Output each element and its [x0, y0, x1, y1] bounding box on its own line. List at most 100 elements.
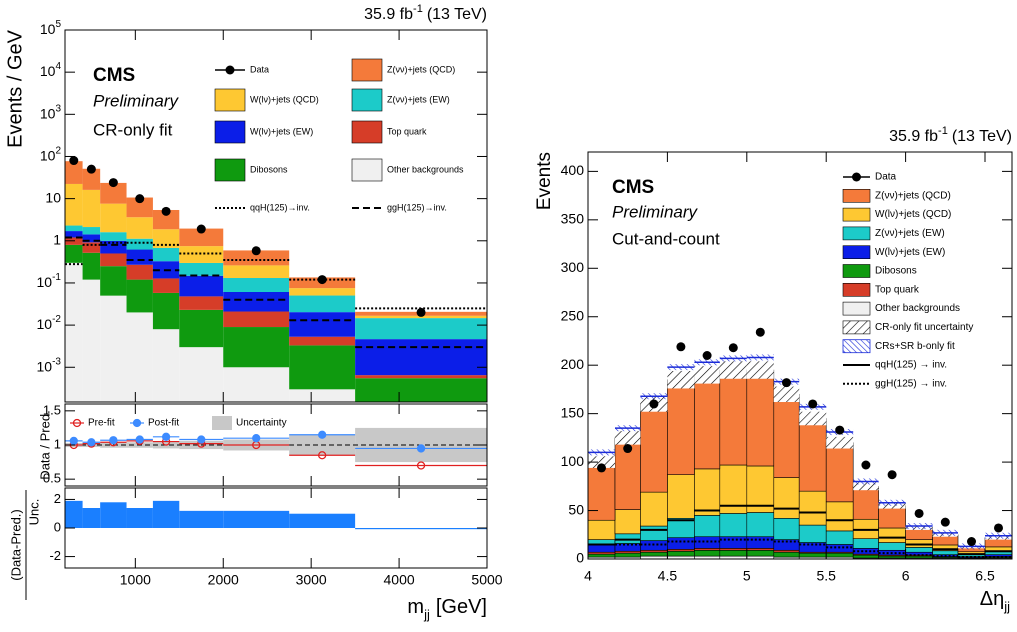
- data-point: [861, 460, 871, 470]
- pull-y-label: (Data-Pred.): [8, 509, 23, 581]
- data-point: [835, 425, 845, 435]
- y-tick-label: 0.5: [43, 471, 61, 486]
- stack-bar: [152, 329, 180, 402]
- data-point: [649, 399, 659, 409]
- legend-label: Pre-fit: [88, 418, 115, 429]
- y-tick-label: 150: [561, 404, 585, 420]
- y-tick-label: -2: [49, 548, 61, 563]
- stack-bar: [179, 228, 224, 247]
- stack-bar: [179, 296, 224, 310]
- data-point: [940, 517, 950, 527]
- stack-bar: [878, 505, 906, 529]
- y-axis-label: Events / GeV: [4, 29, 26, 147]
- legend-label: Other backgrounds: [875, 303, 960, 314]
- legend-label: W(lν)+jets (QCD): [250, 94, 319, 104]
- stack-bar: [798, 418, 827, 492]
- data-point: [196, 224, 206, 234]
- stack-bar: [587, 553, 616, 558]
- legend-swatch: [842, 207, 871, 222]
- legend-swatch: [842, 264, 871, 278]
- data-point: [86, 164, 96, 174]
- y-tick-label: 1: [53, 231, 61, 247]
- ratio-point: [135, 435, 144, 444]
- legend-label: W(lν)+jets (QCD): [875, 209, 951, 220]
- legend-marker: [72, 418, 82, 428]
- stack-bar: [152, 229, 180, 248]
- data-point: [782, 378, 792, 388]
- legend-label: Z(νν)+jets (QCD): [875, 190, 951, 201]
- y-tick-label: 400: [561, 162, 585, 178]
- stack-bar: [798, 552, 827, 558]
- data-point: [623, 444, 633, 454]
- data-point: [914, 508, 924, 518]
- pull-bar: [82, 508, 101, 528]
- preliminary-label: Preliminary: [93, 91, 180, 110]
- energy: (13 TeV): [427, 6, 487, 23]
- data-point: [161, 206, 171, 216]
- y-tick-label: 2: [54, 491, 61, 506]
- y-tick-label: 10-2: [37, 314, 62, 332]
- stack-bar: [719, 369, 748, 466]
- legend-label: Uncertainty: [236, 418, 287, 429]
- stack-bar: [82, 168, 101, 190]
- legend-label: Data: [875, 172, 897, 183]
- legend-label: CRs+SR b-only fit: [875, 341, 955, 352]
- tick-exponent: 3: [55, 103, 61, 114]
- x-label-unit: [GeV]: [436, 596, 487, 618]
- y-tick-label: 10: [45, 189, 61, 205]
- stack-bar: [289, 389, 356, 402]
- stack-bar: [152, 292, 180, 330]
- stack-bar: [667, 550, 695, 557]
- stack-bar: [126, 249, 153, 265]
- data-point: [808, 399, 818, 409]
- y-tick-label: 0: [54, 519, 61, 534]
- data-point: [755, 327, 765, 337]
- tick-exponent: 5: [55, 19, 61, 30]
- stack-bar: [825, 552, 854, 558]
- tick-base: 10: [37, 358, 53, 374]
- y-tick-label: 1.5: [43, 402, 61, 417]
- legend-swatch: [842, 226, 871, 241]
- legend-swatch: [842, 282, 871, 297]
- x-label-main: m: [407, 596, 424, 618]
- ratio-point: [416, 444, 426, 453]
- legend-swatch: [842, 301, 871, 316]
- stack-bar: [126, 264, 153, 280]
- tick-base: 10: [40, 63, 56, 79]
- stack-bar: [100, 266, 127, 296]
- stack-bar: [798, 490, 827, 526]
- stack-bar: [126, 312, 153, 402]
- stack-bar: [223, 311, 290, 328]
- x-tick-label: 6: [902, 568, 910, 584]
- uncertainty-band: [746, 361, 774, 379]
- stack-bar: [746, 549, 775, 557]
- legend-label: ggH(125) → inv.: [875, 378, 947, 389]
- stack-bar: [746, 369, 775, 467]
- legend-swatch: [351, 88, 383, 112]
- lumi: 35.9 fb: [889, 128, 938, 145]
- tick-exponent: -2: [52, 314, 61, 325]
- stack-bar: [65, 225, 83, 232]
- tick-exponent: -1: [52, 272, 61, 283]
- tick-exponent: -3: [52, 356, 61, 367]
- stack-bar: [65, 244, 83, 263]
- stack-bar: [667, 379, 695, 475]
- stack-bar: [932, 550, 959, 555]
- legend-swatch: [214, 120, 246, 144]
- stack-bar: [100, 295, 127, 402]
- stack-bar: [825, 530, 854, 545]
- uncertainty-band: [853, 482, 879, 491]
- ratio-point: [161, 432, 171, 441]
- ratio-point: [416, 461, 426, 470]
- cms-label: CMS: [93, 65, 135, 86]
- tick-base: 10: [40, 21, 56, 37]
- stack-bar: [82, 227, 101, 235]
- legend-label: W(lν)+jets (EW): [250, 126, 313, 136]
- pull-bar: [100, 502, 127, 528]
- stack-bar: [223, 291, 290, 312]
- legend-label: W(lν)+jets (EW): [875, 247, 945, 258]
- stack-bar: [640, 403, 668, 493]
- legend-label: Dibosons: [250, 164, 288, 174]
- stack-bar: [614, 509, 641, 535]
- uncertainty-band: [588, 456, 615, 468]
